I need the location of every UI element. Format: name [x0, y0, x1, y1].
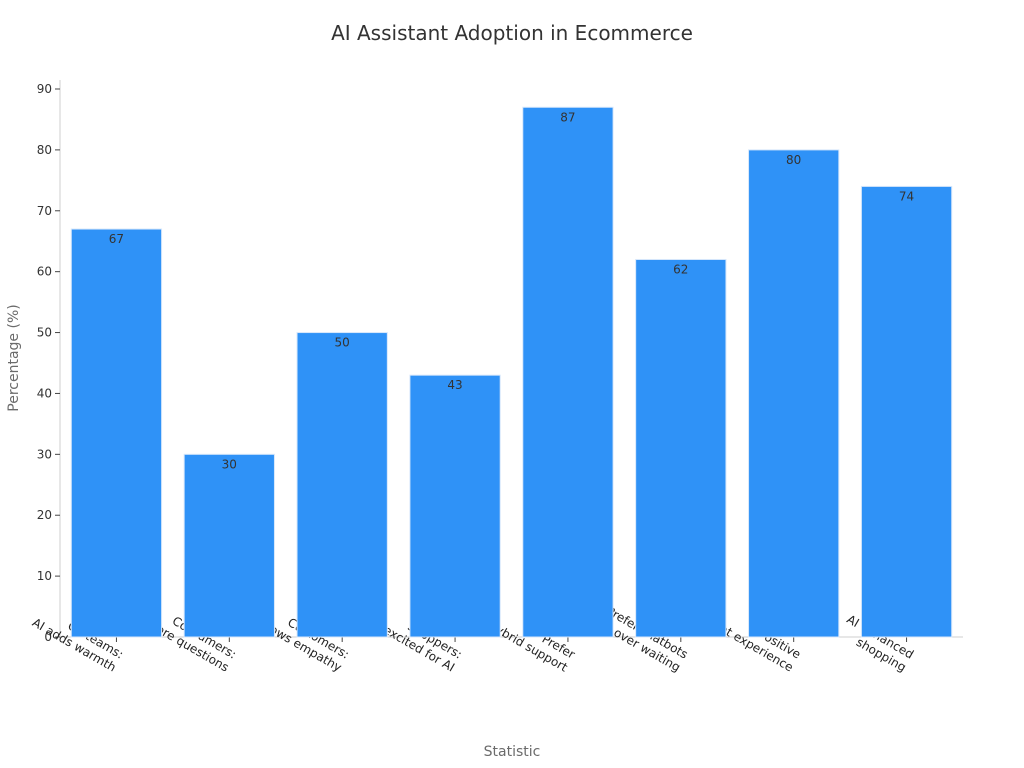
bar: [522, 106, 614, 638]
y-tick-label: 60: [37, 265, 52, 279]
bar-value-label: 87: [560, 110, 575, 124]
bar-value-label: 62: [673, 262, 688, 276]
y-tick-label: 0: [44, 630, 52, 644]
bar: [183, 453, 275, 638]
y-tick-label: 20: [37, 508, 52, 522]
bar-value-label: 74: [899, 189, 914, 203]
y-tick-label: 30: [37, 447, 52, 461]
bar-value-label: 67: [109, 232, 124, 246]
bar: [860, 185, 953, 638]
bars: 67 30 50 43 87 62 80 74: [70, 106, 953, 638]
bar: [296, 332, 388, 638]
bar-value-label: 80: [786, 153, 801, 167]
x-axis-title: Statistic: [484, 744, 541, 760]
bar: [635, 258, 727, 638]
bar: [70, 228, 163, 638]
bar: [748, 149, 840, 638]
chart-title: AI Assistant Adoption in Ecommerce: [331, 21, 693, 45]
bar: [409, 374, 501, 638]
bar-value-label: 43: [447, 378, 462, 392]
y-tick-label: 10: [37, 569, 52, 583]
y-tick-label: 70: [37, 204, 52, 218]
y-tick-label: 50: [37, 326, 52, 340]
y-axis-title: Percentage (%): [6, 304, 22, 411]
bar-value-label: 30: [222, 457, 237, 471]
bar-value-label: 50: [335, 336, 350, 350]
y-tick-label: 80: [37, 143, 52, 157]
y-tick-label: 40: [37, 386, 52, 400]
y-tick-label: 90: [37, 82, 52, 96]
